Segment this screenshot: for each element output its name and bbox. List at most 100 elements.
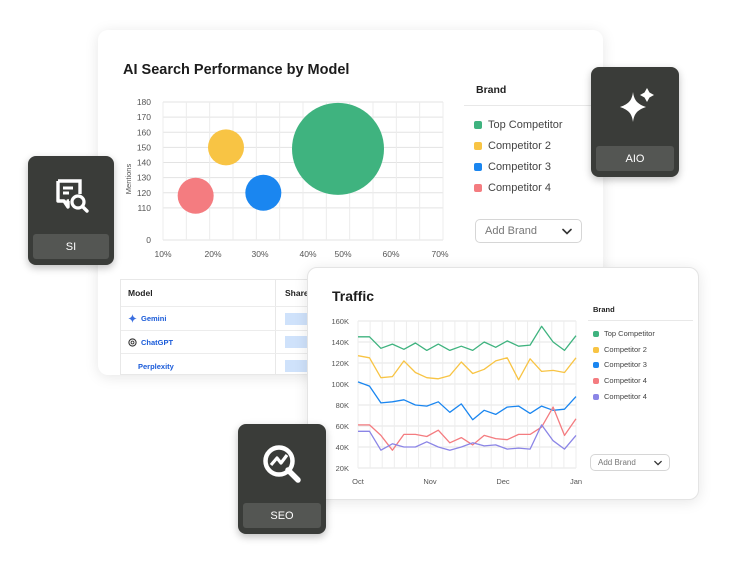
- x-tick-label: 20%: [204, 249, 221, 259]
- brand-legend-title: Brand: [593, 305, 615, 314]
- y-tick-label: 100K: [331, 380, 349, 389]
- y-tick-label: 160: [137, 127, 151, 137]
- legend-item-competitor-3[interactable]: Competitor 3: [593, 360, 647, 369]
- add-brand-label: Add Brand: [485, 225, 537, 237]
- legend-swatch: [474, 121, 482, 129]
- legend-item-competitor-3[interactable]: Competitor 3: [474, 161, 551, 173]
- si-badge-label: SI: [33, 234, 109, 259]
- y-tick-label: 60K: [336, 422, 349, 431]
- y-tick-label: 80K: [336, 401, 349, 410]
- legend-label: Competitor 3: [604, 360, 647, 369]
- x-tick-label: 40%: [299, 249, 316, 259]
- y-tick-label: 160K: [331, 317, 349, 326]
- x-tick-label: 60%: [382, 249, 399, 259]
- add-brand-label: Add Brand: [598, 458, 636, 467]
- traffic-chart-title: Traffic: [332, 288, 375, 304]
- y-tick-label: 170: [137, 112, 151, 122]
- y-tick-label: 20K: [336, 464, 349, 473]
- bubble-chart: 0 110 120 130 140 150 160 170 180 10% 20% 30% 40% 50%…: [124, 97, 449, 259]
- legend-swatch: [593, 330, 599, 337]
- legend-item-competitor-2[interactable]: Competitor 2: [593, 345, 647, 354]
- model-name[interactable]: Perplexity: [138, 361, 174, 371]
- model-cell: Gemini: [121, 307, 276, 330]
- series-line-1: [357, 355, 577, 381]
- x-tick-label: 10%: [154, 249, 171, 259]
- model-column-header: Model: [121, 280, 276, 306]
- series-line-2: [357, 381, 577, 421]
- sparkle-icon: [620, 87, 654, 122]
- search-insights-icon: [56, 179, 89, 213]
- legend-item-top-competitor[interactable]: Top Competitor: [474, 119, 563, 131]
- legend-label: Competitor 2: [604, 345, 647, 354]
- seo-badge[interactable]: SEO: [238, 424, 326, 534]
- legend-item-competitor-4[interactable]: Competitor 4: [474, 182, 551, 194]
- brand-legend-title: Brand: [476, 84, 507, 96]
- series-line-0: [358, 325, 577, 352]
- x-tick-label: 30%: [251, 249, 268, 259]
- bubble-competitor-4: [177, 177, 214, 214]
- legend-label: Competitor 4: [604, 392, 647, 401]
- model-cell: Perplexity: [121, 354, 276, 374]
- y-tick-label: 120: [137, 188, 151, 198]
- legend-swatch: [593, 393, 599, 400]
- y-tick-label: 150: [137, 142, 151, 152]
- gemini-icon: [128, 314, 137, 323]
- y-tick-label: 140: [137, 158, 151, 168]
- legend-label: Top Competitor: [604, 329, 655, 338]
- chevron-down-icon: [562, 228, 572, 235]
- share-column-header: Share: [285, 288, 309, 298]
- y-tick-label: 130: [137, 173, 151, 183]
- aio-badge-label: AIO: [596, 146, 674, 171]
- chatgpt-icon: [128, 337, 137, 347]
- legend-swatch: [593, 346, 599, 353]
- legend-divider: [464, 105, 603, 106]
- x-tick-label: 50%: [334, 249, 351, 259]
- x-tick-label: Jan: [570, 477, 582, 486]
- legend-item-competitor-4[interactable]: Competitor 4: [593, 376, 647, 385]
- series-line-4: [358, 424, 577, 451]
- model-name[interactable]: ChatGPT: [141, 337, 174, 347]
- legend-label: Competitor 4: [488, 182, 551, 194]
- legend-swatch: [474, 142, 482, 150]
- legend-divider: [588, 320, 693, 321]
- legend-item-competitor-4b[interactable]: Competitor 4: [593, 392, 647, 401]
- table-row[interactable]: Perplexity: [121, 354, 603, 374]
- legend-item-top-competitor[interactable]: Top Competitor: [593, 329, 655, 338]
- bubble-top-competitor: [292, 102, 384, 195]
- si-badge[interactable]: SI: [28, 156, 114, 265]
- legend-swatch: [593, 361, 599, 368]
- legend-label: Competitor 3: [488, 161, 551, 173]
- y-tick-label: 120K: [331, 359, 349, 368]
- share-bar: [285, 360, 307, 372]
- seo-search-icon: [263, 444, 301, 483]
- legend-item-competitor-2[interactable]: Competitor 2: [474, 140, 551, 152]
- share-bar: [285, 313, 307, 325]
- bubble-competitor-3: [245, 174, 282, 211]
- y-tick-label: 40K: [336, 443, 349, 452]
- legend-label: Top Competitor: [488, 119, 563, 131]
- y-tick-label: 180: [137, 97, 151, 107]
- model-cell: ChatGPT: [121, 331, 276, 353]
- x-tick-label: Nov: [423, 477, 437, 486]
- add-brand-dropdown[interactable]: Add Brand: [590, 454, 670, 471]
- y-axis-label: Mentions: [124, 164, 133, 195]
- seo-badge-label: SEO: [243, 503, 321, 528]
- legend-swatch: [474, 184, 482, 192]
- y-tick-label: 0: [146, 235, 151, 245]
- traffic-line-chart: 20K 40K 60K 80K 100K 120K 140K 160K Oct Nov Dec Jan: [331, 317, 582, 486]
- y-tick-label: 110: [137, 203, 151, 213]
- y-tick-label: 140K: [331, 338, 349, 347]
- legend-label: Competitor 4: [604, 376, 647, 385]
- legend-swatch: [474, 163, 482, 171]
- x-tick-label: 70%: [431, 249, 448, 259]
- x-tick-label: Dec: [496, 477, 510, 486]
- bubble-competitor-2: [208, 129, 244, 166]
- traffic-card: Traffic 20K 40K 60K 80K 100K 120K 140K 160K Oct N…: [307, 267, 699, 500]
- add-brand-dropdown[interactable]: Add Brand: [475, 219, 582, 243]
- aio-badge[interactable]: AIO: [591, 67, 679, 177]
- model-name[interactable]: Gemini: [141, 314, 167, 323]
- legend-label: Competitor 2: [488, 140, 551, 152]
- legend-swatch: [593, 377, 599, 384]
- performance-chart-title: AI Search Performance by Model: [123, 62, 350, 78]
- chevron-down-icon: [654, 460, 662, 466]
